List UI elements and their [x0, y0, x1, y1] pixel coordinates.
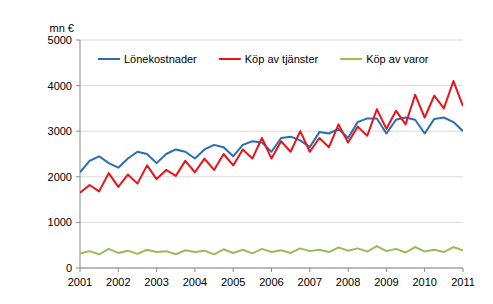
y-tick	[76, 222, 80, 223]
legend-label: Lönekostnader	[124, 53, 197, 65]
chart: 0 1000 2000 3000 4000 5000mn € 2001 2002 2003 200…	[0, 0, 493, 304]
plot-area	[80, 81, 463, 254]
x-tick	[424, 268, 425, 272]
series-line	[80, 246, 463, 254]
grid-line	[80, 85, 463, 86]
x-tick	[156, 268, 157, 272]
x-tick	[386, 268, 387, 272]
y-tick	[76, 85, 80, 86]
grid-line	[80, 176, 463, 177]
y-tick-label: 3000	[48, 125, 72, 137]
x-tick-label: 2007	[298, 276, 322, 288]
legend-label: Köp av varor	[366, 53, 429, 65]
y-tick	[76, 268, 80, 269]
x-tick	[309, 268, 310, 272]
x-tick-label: 2004	[183, 276, 207, 288]
x-tick-label: 2008	[336, 276, 360, 288]
legend-swatch	[98, 58, 120, 60]
legend-label: Köp av tjänster	[245, 53, 319, 65]
x-tick-label: 2003	[144, 276, 168, 288]
y-tick-label: 0	[66, 262, 72, 274]
x-tick-label: 2001	[68, 276, 92, 288]
x-tick	[194, 268, 195, 272]
x-tick	[118, 268, 119, 272]
grid-line	[80, 131, 463, 132]
x-tick	[233, 268, 234, 272]
x-tick	[271, 268, 272, 272]
legend-swatch	[219, 58, 241, 60]
x-tick	[348, 268, 349, 272]
y-tick	[76, 40, 80, 41]
grid-line	[80, 222, 463, 223]
series-line	[80, 118, 463, 173]
x-tick-label: 2002	[106, 276, 130, 288]
y-axis-label: mn €	[50, 22, 74, 34]
series-line	[80, 81, 463, 193]
y-tick-label: 2000	[48, 171, 72, 183]
legend-swatch	[340, 58, 362, 60]
y-axis	[80, 40, 81, 268]
x-tick-label: 2006	[259, 276, 283, 288]
legend: Lönekostnader Köp av tjänster Köp av varor	[98, 53, 429, 65]
y-tick	[76, 131, 80, 132]
x-tick	[80, 268, 81, 272]
y-tick-label: 1000	[48, 216, 72, 228]
x-tick-label: 2005	[221, 276, 245, 288]
y-tick	[76, 176, 80, 177]
x-tick	[463, 268, 464, 272]
x-tick-label: 2011	[451, 276, 475, 288]
x-tick-label: 2010	[412, 276, 436, 288]
y-tick-label: 5000	[48, 34, 72, 46]
grid-line	[80, 40, 463, 41]
y-tick-label: 4000	[48, 80, 72, 92]
x-tick-label: 2009	[374, 276, 398, 288]
